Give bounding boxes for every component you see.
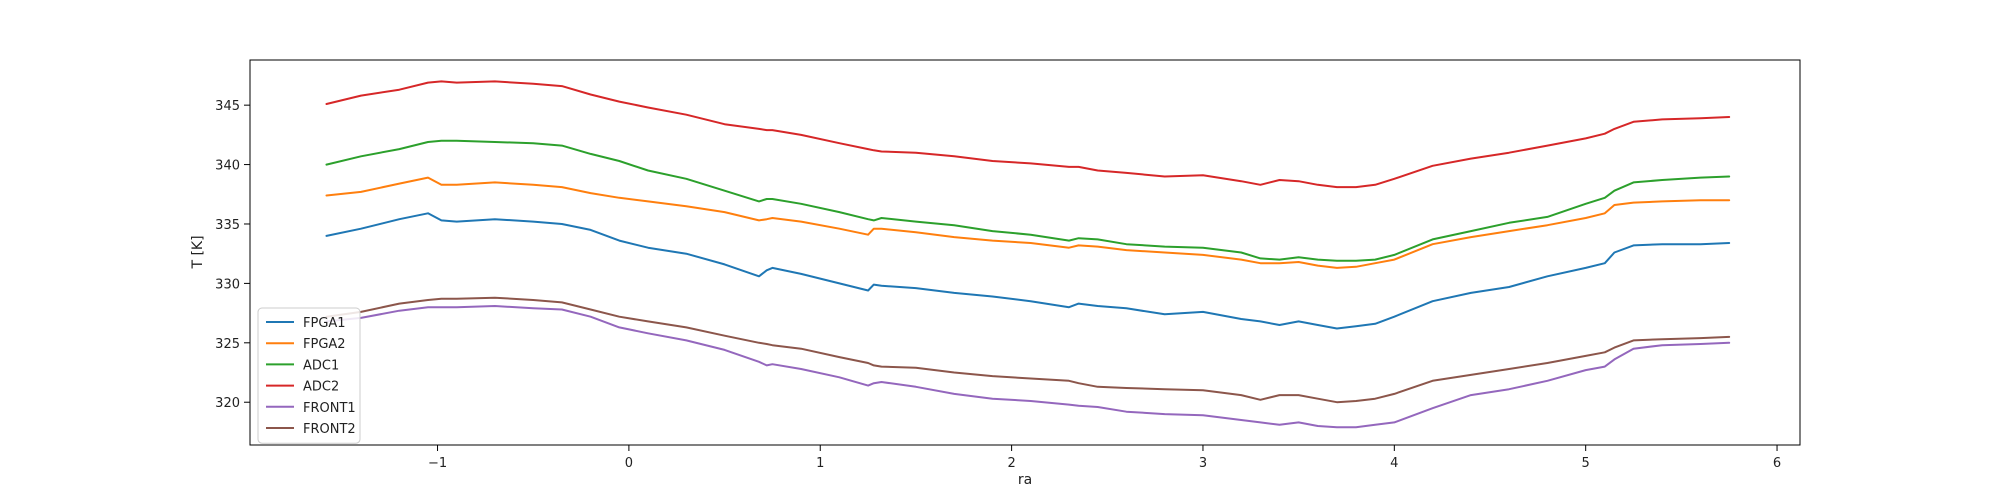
x-tick-label: 1 [816, 456, 824, 471]
x-tick-label: 2 [1007, 456, 1015, 471]
y-tick-label: 330 [215, 277, 240, 292]
x-axis-ticks: −1 0 1 2 3 4 5 6 [428, 445, 1781, 471]
legend-entry-label: ADC2 [303, 380, 339, 395]
plot-frame [249, 59, 1801, 446]
series-line-front1 [325, 305, 1731, 429]
series-line-adc2 [325, 80, 1731, 189]
y-axis-label: T [K] [190, 235, 206, 269]
y-tick-label: 340 [215, 159, 240, 174]
legend-entry-label: FPGA1 [303, 316, 346, 331]
legend: FPGA1 FPGA2 ADC1 ADC2 FRONT1 FRONT2 [257, 307, 361, 444]
x-tick-label: 4 [1390, 456, 1398, 471]
y-axis-ticks: 320 325 330 335 340 345 [215, 99, 250, 411]
series-layer [325, 80, 1731, 429]
legend-entry-label: ADC1 [303, 358, 339, 373]
x-tick-label: 6 [1773, 456, 1781, 471]
y-tick-label: 320 [215, 396, 240, 411]
x-tick-label: −1 [428, 456, 447, 471]
legend-entry-label: FPGA2 [303, 337, 346, 352]
plot-area [250, 60, 1800, 445]
y-tick-label: 325 [215, 337, 240, 352]
x-tick-label: 3 [1199, 456, 1207, 471]
y-tick-label: 345 [215, 99, 240, 114]
series-line-front2 [325, 296, 1731, 404]
x-tick-label: 0 [625, 456, 633, 471]
legend-entry-label: FRONT1 [303, 401, 356, 416]
legend-entry-label: FRONT2 [303, 422, 356, 437]
series-line-fpga2 [325, 176, 1731, 269]
x-axis-label: ra [1018, 472, 1032, 488]
legend-box [257, 307, 361, 444]
x-tick-label: 5 [1582, 456, 1590, 471]
y-tick-label: 335 [215, 218, 240, 233]
series-line-fpga1 [325, 212, 1731, 330]
series-line-adc1 [325, 139, 1731, 262]
